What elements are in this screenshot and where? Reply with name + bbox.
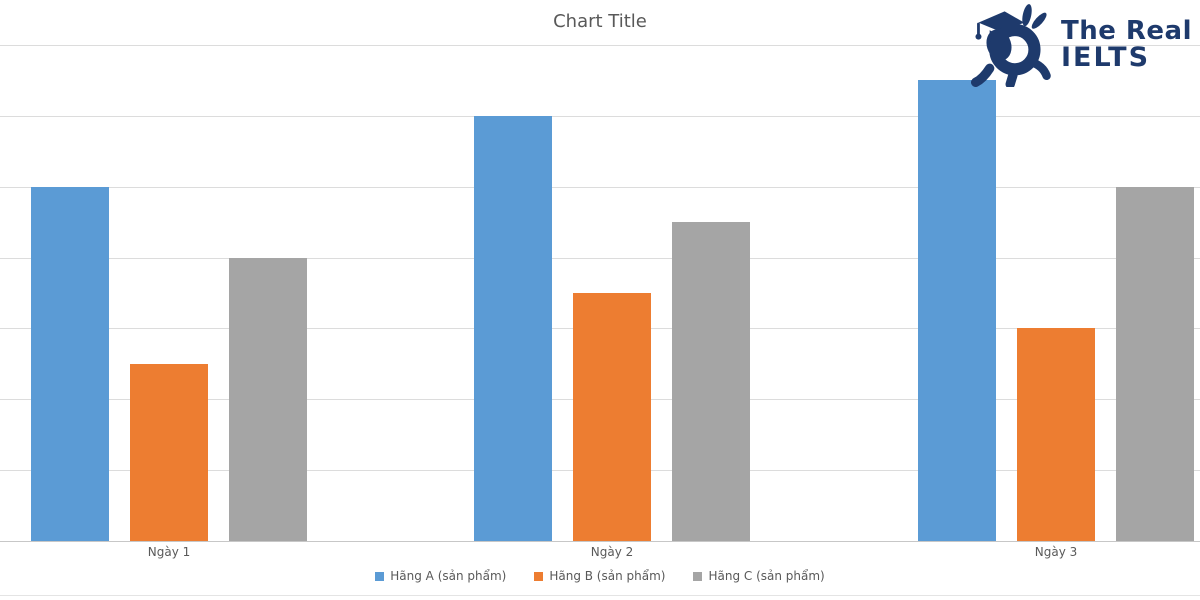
bar-series-1-category-1 bbox=[31, 187, 109, 541]
legend-label: Hãng C (sản phẩm) bbox=[708, 569, 825, 583]
legend-label: Hãng A (sản phẩm) bbox=[390, 569, 507, 583]
legend-marker-icon bbox=[375, 571, 385, 581]
x-axis-line bbox=[0, 541, 1200, 542]
x-axis-label-3: Ngày 3 bbox=[1034, 545, 1078, 559]
bar-series-2-category-3 bbox=[1017, 328, 1095, 541]
bar-series-1-category-2 bbox=[474, 116, 552, 541]
legend-label: Hãng B (sản phẩm) bbox=[549, 569, 666, 583]
bar-series-3-category-1 bbox=[229, 258, 307, 541]
chart-legend: Hãng A (sản phẩm) Hãng B (sản phẩm) Hãng C… bbox=[0, 569, 1200, 583]
bar-series-2-category-1 bbox=[130, 364, 208, 541]
bar-group-2 bbox=[474, 116, 750, 541]
bar-series-1-category-3 bbox=[918, 80, 996, 541]
gridline-70 bbox=[0, 45, 1200, 46]
bar-group-3 bbox=[918, 80, 1194, 541]
logo-text-line2: IELTS bbox=[1060, 42, 1151, 74]
x-axis-label-2: Ngày 2 bbox=[590, 545, 634, 559]
legend-marker-icon bbox=[693, 571, 703, 581]
bar-group-1 bbox=[31, 187, 307, 541]
legend-item-3: Hãng C (sản phẩm) bbox=[693, 569, 825, 583]
chart-bottom-border bbox=[0, 595, 1200, 596]
gridline-40 bbox=[0, 258, 1200, 259]
x-axis-label-1: Ngày 1 bbox=[147, 545, 191, 559]
logo: The Real IELTS bbox=[970, 3, 1192, 87]
gridline-50 bbox=[0, 187, 1200, 188]
logo-text-line1: The Real bbox=[1060, 15, 1192, 46]
legend-item-1: Hãng A (sản phẩm) bbox=[375, 569, 506, 583]
legend-marker-icon bbox=[534, 571, 544, 581]
logo-mascot-icon bbox=[970, 4, 1051, 87]
gridline-60 bbox=[0, 116, 1200, 117]
bar-series-2-category-2 bbox=[573, 293, 651, 541]
bar-series-3-category-2 bbox=[672, 222, 750, 541]
chart-title: Chart Title bbox=[553, 11, 647, 32]
legend-item-2: Hãng B (sản phẩm) bbox=[534, 569, 665, 583]
bar-series-3-category-3 bbox=[1116, 187, 1194, 541]
